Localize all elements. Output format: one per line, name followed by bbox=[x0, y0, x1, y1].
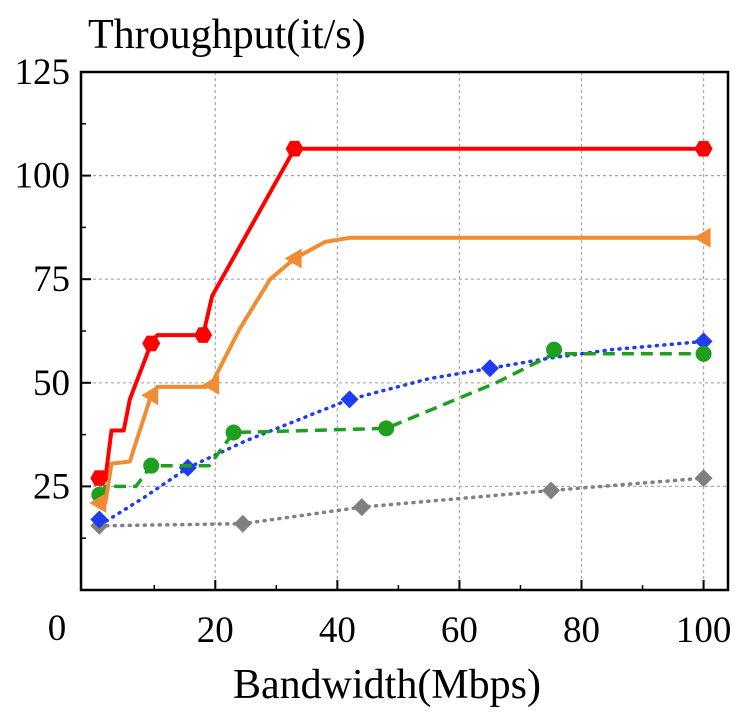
data-point bbox=[378, 420, 395, 437]
data-point bbox=[695, 345, 712, 362]
data-point bbox=[340, 390, 359, 409]
y-tick-label: 0 bbox=[48, 608, 67, 649]
data-point bbox=[178, 458, 197, 477]
data-point bbox=[694, 140, 713, 157]
data-point bbox=[141, 385, 159, 406]
y-tick-label: 125 bbox=[15, 52, 71, 93]
y-tick-label: 100 bbox=[15, 156, 71, 197]
series-4 bbox=[90, 332, 713, 529]
series-line bbox=[97, 352, 704, 496]
y-tick-label: 50 bbox=[33, 363, 70, 404]
data-point bbox=[142, 335, 161, 352]
series-line bbox=[97, 476, 706, 528]
data-point bbox=[546, 341, 563, 358]
data-point bbox=[143, 457, 160, 474]
y-tick-label: 25 bbox=[33, 466, 70, 507]
data-point bbox=[194, 327, 213, 343]
tick-marks bbox=[81, 71, 705, 591]
data-point bbox=[89, 492, 107, 513]
data-point bbox=[233, 514, 252, 533]
data-point bbox=[90, 470, 109, 486]
series-layer bbox=[89, 140, 713, 535]
series-line bbox=[97, 339, 706, 524]
x-axis-label: Bandwidth(Mbps) bbox=[233, 662, 541, 708]
data-point bbox=[90, 510, 109, 529]
x-tick-label: 80 bbox=[563, 610, 600, 651]
data-point bbox=[480, 359, 499, 378]
x-tick-label: 60 bbox=[441, 610, 478, 651]
data-point bbox=[541, 481, 560, 500]
data-point bbox=[202, 374, 220, 395]
x-tick-label: 100 bbox=[676, 610, 732, 651]
series-3 bbox=[91, 341, 712, 503]
tick-labels: 20 40 60 80 100 0 25 50 75 100 125 bbox=[15, 52, 732, 651]
x-tick-label: 40 bbox=[319, 610, 356, 651]
data-point bbox=[694, 332, 713, 351]
data-point bbox=[352, 498, 371, 517]
data-point bbox=[284, 248, 302, 269]
y-tick-label: 75 bbox=[33, 259, 70, 300]
data-point bbox=[693, 227, 711, 248]
y-axis-label: Throughput(it/s) bbox=[88, 12, 366, 58]
series-5 bbox=[90, 469, 713, 535]
series-2 bbox=[89, 227, 711, 513]
series-line bbox=[99, 146, 704, 481]
data-point bbox=[285, 140, 304, 157]
data-point bbox=[694, 469, 713, 488]
x-tick-label: 20 bbox=[197, 610, 234, 651]
data-point bbox=[225, 424, 242, 441]
grid-lines bbox=[81, 72, 728, 590]
series-1 bbox=[90, 140, 713, 486]
